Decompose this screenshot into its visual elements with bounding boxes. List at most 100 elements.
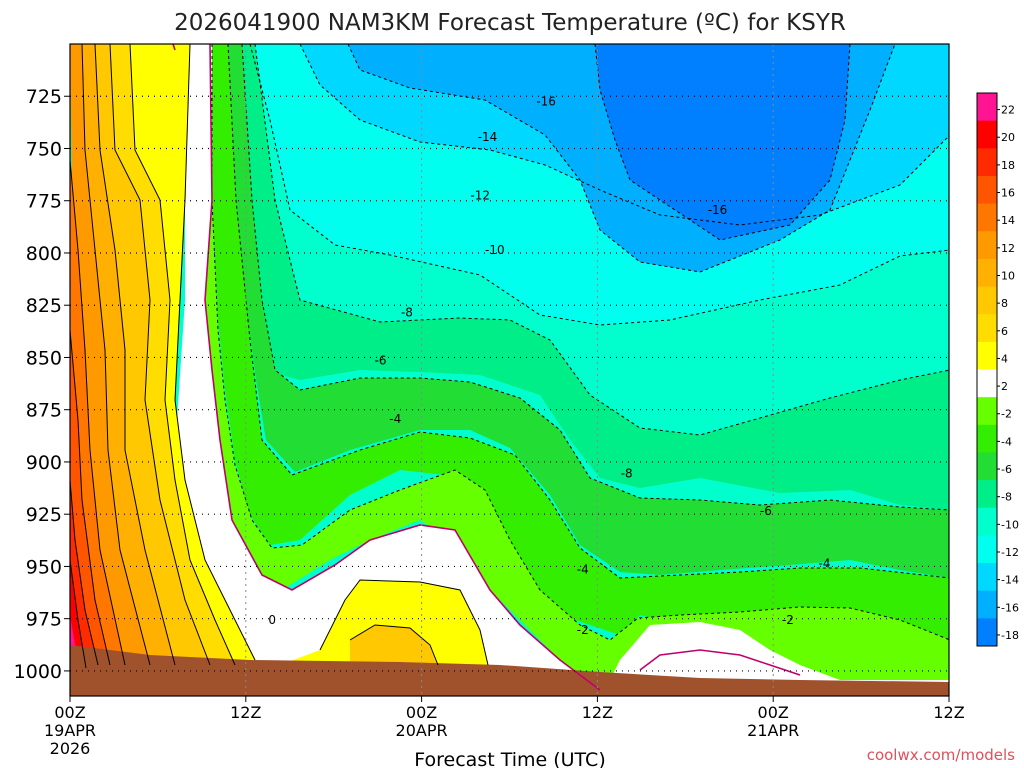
legend-label: 16 <box>1001 187 1015 200</box>
legend-swatch <box>977 452 997 481</box>
x-tick-label: 20APR <box>396 721 448 740</box>
color-legend: 22 20 18 16 14 12 10 8 6 4 2 -2 -4 -6 -8 -10 -12 -14 -16 -1… <box>976 92 1019 647</box>
contour-minus-2 <box>211 44 949 641</box>
legend-label: 8 <box>1001 297 1008 310</box>
contour-label: -4 <box>818 556 830 570</box>
contour-plus-2-center <box>319 579 489 666</box>
legend-swatch <box>977 120 997 149</box>
contour-minus-14 <box>347 44 896 273</box>
legend-label: -18 <box>1001 629 1019 642</box>
legend-label: 20 <box>1001 131 1015 144</box>
y-tick-label: 950 <box>26 556 62 578</box>
contour-plus-4-center <box>349 624 439 666</box>
contour-plus-8 <box>94 44 176 666</box>
x-tick-label: 00Z <box>406 703 437 722</box>
y-tick-label: 850 <box>26 347 62 369</box>
y-tick-label: 800 <box>26 243 62 265</box>
x-tick-label: 12Z <box>582 703 613 722</box>
contour-lines <box>70 44 949 669</box>
legend-swatch <box>977 424 997 453</box>
zero-contour-top <box>172 44 176 51</box>
x-tick-label: 12Z <box>230 703 261 722</box>
legend-swatch <box>977 258 997 288</box>
legend-label: 2 <box>1001 380 1008 393</box>
x-tick-label: 00Z <box>54 703 85 722</box>
contour-plus-18 <box>70 559 87 669</box>
y-tick-label: 775 <box>26 191 62 213</box>
contour-label: -16 <box>708 203 728 217</box>
legend-swatch <box>977 203 997 232</box>
zero-contour-right <box>639 649 801 676</box>
contour-label: -4 <box>577 563 589 577</box>
legend-label: 22 <box>1001 104 1015 117</box>
legend-label: 14 <box>1001 214 1015 227</box>
contour-minus-12 <box>299 44 949 226</box>
legend-swatch <box>977 535 997 564</box>
freezing-isotherm <box>172 44 801 691</box>
contour-plus-4 <box>129 44 236 666</box>
y-tick-label: 725 <box>26 86 62 108</box>
plot-area <box>70 44 949 696</box>
contour-label: -2 <box>577 623 589 637</box>
contour-plus-6 <box>109 44 211 666</box>
legend-label: 18 <box>1001 159 1015 172</box>
contour-plus-2 <box>174 44 256 661</box>
contour-label: 0 <box>268 613 276 627</box>
grid-lines <box>70 44 949 696</box>
contour-label: -2 <box>782 613 794 627</box>
x-tick-label: 00Z <box>758 703 789 722</box>
legend-swatch <box>977 397 997 426</box>
contour-label: -8 <box>401 306 413 320</box>
legend-label: 4 <box>1001 352 1008 365</box>
contour-plus-14 <box>70 329 111 666</box>
region-minus-8-to-6 <box>225 44 949 510</box>
legend-label: -8 <box>1001 491 1012 504</box>
legend-label: -16 <box>1001 601 1019 614</box>
legend-label: -6 <box>1001 463 1012 476</box>
legend-swatch <box>977 93 997 122</box>
legend-swatch <box>977 563 997 592</box>
y-tick-label: 825 <box>26 295 62 317</box>
legend-swatch <box>977 148 997 177</box>
y-tick-label: 750 <box>26 138 62 160</box>
x-tick-label: 19APR <box>44 721 96 740</box>
region-minus-18-to-16 <box>595 44 850 240</box>
legend-label: 6 <box>1001 325 1008 338</box>
y-tick-label: 975 <box>26 609 62 631</box>
contour-minus-8 <box>254 44 949 436</box>
zero-contour-left <box>204 44 601 691</box>
contour-minus-10 <box>249 44 949 326</box>
contour-label: -12 <box>470 189 490 203</box>
chart-title: 2026041900 NAM3KM Forecast Temperature (… <box>174 10 846 36</box>
x-tick-label: 2026 <box>50 739 91 758</box>
legend-label: -4 <box>1001 435 1012 448</box>
contour-plus-12 <box>70 159 126 666</box>
region-4-to-6-center <box>350 625 438 665</box>
legend-swatch <box>977 480 997 509</box>
contour-label: -6 <box>760 504 772 518</box>
region-minus-2-to-0 <box>200 200 949 696</box>
x-axis-title: Forecast Time (UTC) <box>414 749 605 768</box>
legend-label: -12 <box>1001 546 1019 559</box>
contour-label: -8 <box>621 466 633 480</box>
legend-swatch <box>977 175 997 205</box>
legend-label: -14 <box>1001 574 1019 587</box>
region-green-lower-right <box>870 648 949 690</box>
y-tick-label: 900 <box>26 452 62 474</box>
legend-label: 12 <box>1001 242 1015 255</box>
contour-label: -16 <box>536 95 556 109</box>
legend-swatch <box>977 507 997 536</box>
watermark: coolwx.com/models <box>867 746 1015 764</box>
legend-label: 10 <box>1001 269 1015 282</box>
y-tick-label: 875 <box>26 400 62 422</box>
legend-swatch <box>977 341 997 370</box>
x-tick-label: 21APR <box>747 721 799 740</box>
ground-terrain <box>70 645 949 696</box>
legend-label: -10 <box>1001 518 1019 531</box>
legend-label: -2 <box>1001 408 1012 421</box>
region-minus-6-to-4 <box>220 44 949 578</box>
contour-minus-6 <box>241 44 949 511</box>
legend-swatch <box>977 590 997 619</box>
